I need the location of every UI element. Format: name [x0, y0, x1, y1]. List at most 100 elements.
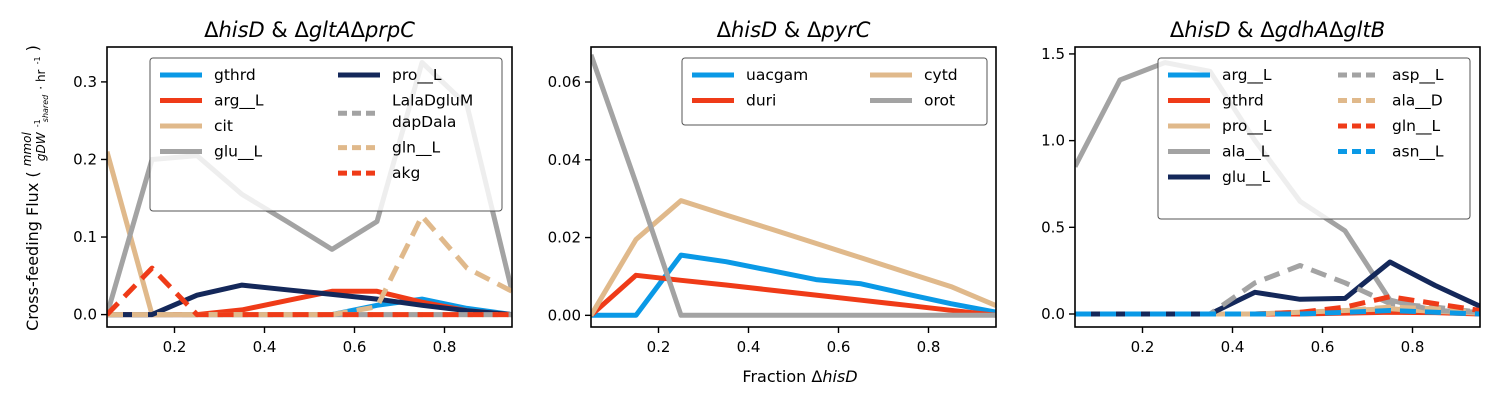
x-tick-label: 0.4 [253, 338, 277, 356]
legend-label: orot [924, 92, 955, 110]
x-tick-label: 0.2 [647, 338, 671, 356]
legend-label: gln__L [392, 139, 440, 158]
x-tick-label: 0.6 [1311, 338, 1335, 356]
x-tick-label: 0.4 [737, 338, 761, 356]
plot-frame [590, 46, 997, 328]
series-lines [1075, 60, 1480, 317]
series-line-3-6 [1075, 263, 1480, 317]
panel-title-part: & Δ [265, 18, 310, 42]
x-tick-label: 0.4 [1221, 338, 1245, 356]
panel-title-part: gltA [309, 18, 351, 42]
panel-title-part: hisD [218, 18, 264, 42]
legend-label: akg [392, 164, 420, 182]
legend-label: arg__L [214, 92, 264, 111]
y-axis-label-prefix: Cross-feeding Flux ( [23, 171, 42, 331]
series-line-1-8 [107, 265, 512, 318]
y-axis-label-numerator: mmol [20, 132, 34, 167]
x-tick-label: 0.6 [343, 338, 367, 356]
chart-panel-2: 0.2 0.4 0.6 0.8 0.00 0.02 0.04 0.06 ΔhisD & Δpyr… [548, 18, 997, 356]
y-axis-label-suffix: ) [23, 45, 42, 51]
series-line-3-9 [1075, 308, 1480, 317]
y-axis-label-denominator-sub: shared [41, 94, 50, 122]
y-tick-label: 0.0 [73, 306, 97, 324]
panel-title-part: prpC [364, 18, 415, 42]
x-tick-label: 0.2 [163, 338, 187, 356]
y-tick-label: 0.04 [548, 151, 581, 169]
legend-label: gthrd [214, 66, 256, 84]
legend-label: duri [746, 92, 776, 110]
legend-label: LalaDgluM [392, 92, 473, 110]
legend-box [1157, 57, 1471, 220]
legend-label: pro__L [392, 66, 442, 85]
legend-label: arg__L [1222, 66, 1272, 85]
y-axis-label-denominator-suffix: · hr [34, 69, 48, 89]
series-line-1-7 [107, 213, 512, 318]
legend-label: asp__L [1392, 66, 1444, 85]
panel-title-part: gltB [1343, 18, 1385, 42]
series-line-2-2 [591, 272, 996, 318]
y-tick-label: 0.00 [548, 306, 581, 324]
series-line-2-4 [591, 53, 996, 318]
x-axis-label-italic: hisD [822, 367, 857, 386]
series-line-1-5 [107, 282, 512, 318]
x-axis-label-prefix: Fraction Δ [742, 367, 822, 386]
panel-title-part: & Δ [777, 18, 822, 42]
legend-label: uacgam [746, 66, 808, 84]
legend-label: dapDala [392, 113, 456, 131]
y-tick-label: 0.02 [548, 229, 581, 247]
panel-title: ΔhisD & ΔgltAΔprpC [204, 18, 415, 42]
panel-title: ΔhisD & ΔgdhAΔgltB [1170, 18, 1385, 42]
panel-title-part: Δ [351, 18, 366, 42]
y-axis-label: Cross-feeding Flux ( mmol gDW -1 shared … [16, 45, 52, 331]
legend-label: glu__L [214, 143, 262, 162]
panel-title-part: Δ [204, 18, 219, 42]
legend-label: glu__L [1222, 168, 1270, 187]
legend-label: cytd [924, 66, 958, 84]
panel-title-part: & Δ [1231, 18, 1276, 42]
series-lines [591, 53, 996, 318]
panel-title-part: hisD [1184, 18, 1230, 42]
plot-frame [106, 46, 513, 328]
series-line-2-3 [591, 198, 996, 317]
y-axis-label-denominator-sup: -1 [33, 119, 42, 127]
panel-title-part: Δ [1170, 18, 1185, 42]
y-tick-label: 0.1 [73, 228, 97, 246]
panel-title-part: Δ [717, 18, 732, 42]
x-tick-label: 0.8 [917, 338, 941, 356]
legend-label: ala__D [1392, 92, 1443, 111]
panel-title-part: hisD [731, 18, 777, 42]
y-tick-label: 0.0 [1041, 305, 1065, 323]
y-axis-label-denominator-suffix-sup: -1 [33, 56, 42, 64]
panel-title: ΔhisD & ΔpyrC [717, 18, 871, 42]
series-line-2-1 [591, 252, 996, 318]
panel-title-part: gdhA [1275, 18, 1329, 42]
y-tick-label: 0.2 [73, 150, 97, 168]
y-tick-label: 1.5 [1041, 45, 1065, 63]
x-tick-label: 0.2 [1131, 338, 1155, 356]
x-tick-label: 0.6 [827, 338, 851, 356]
legend-box [149, 57, 503, 212]
legend-label: asn__L [1392, 143, 1444, 162]
series-line-3-5 [1075, 259, 1480, 317]
x-tick-label: 0.8 [1401, 338, 1425, 356]
legend-label: pro__L [1222, 117, 1272, 136]
y-tick-label: 0.3 [73, 73, 97, 91]
panel-title-part: Δ [1329, 18, 1344, 42]
legend-label: gln__L [1392, 117, 1440, 136]
legend-label: ala__L [1222, 143, 1270, 162]
legend-label: gthrd [1222, 92, 1264, 110]
legend-label: cit [214, 117, 233, 135]
plot-frame [1074, 46, 1481, 328]
x-tick-label: 0.8 [433, 338, 457, 356]
y-tick-label: 1.0 [1041, 132, 1065, 150]
y-axis-label-text: Cross-feeding Flux ( mmol gDW -1 shared … [16, 45, 52, 331]
x-axis-label: Fraction ΔhisD [742, 367, 857, 386]
y-tick-label: 0.06 [548, 73, 581, 91]
panel-title-part: pyrC [820, 18, 870, 42]
y-axis-label-denominator: gDW [34, 131, 48, 161]
